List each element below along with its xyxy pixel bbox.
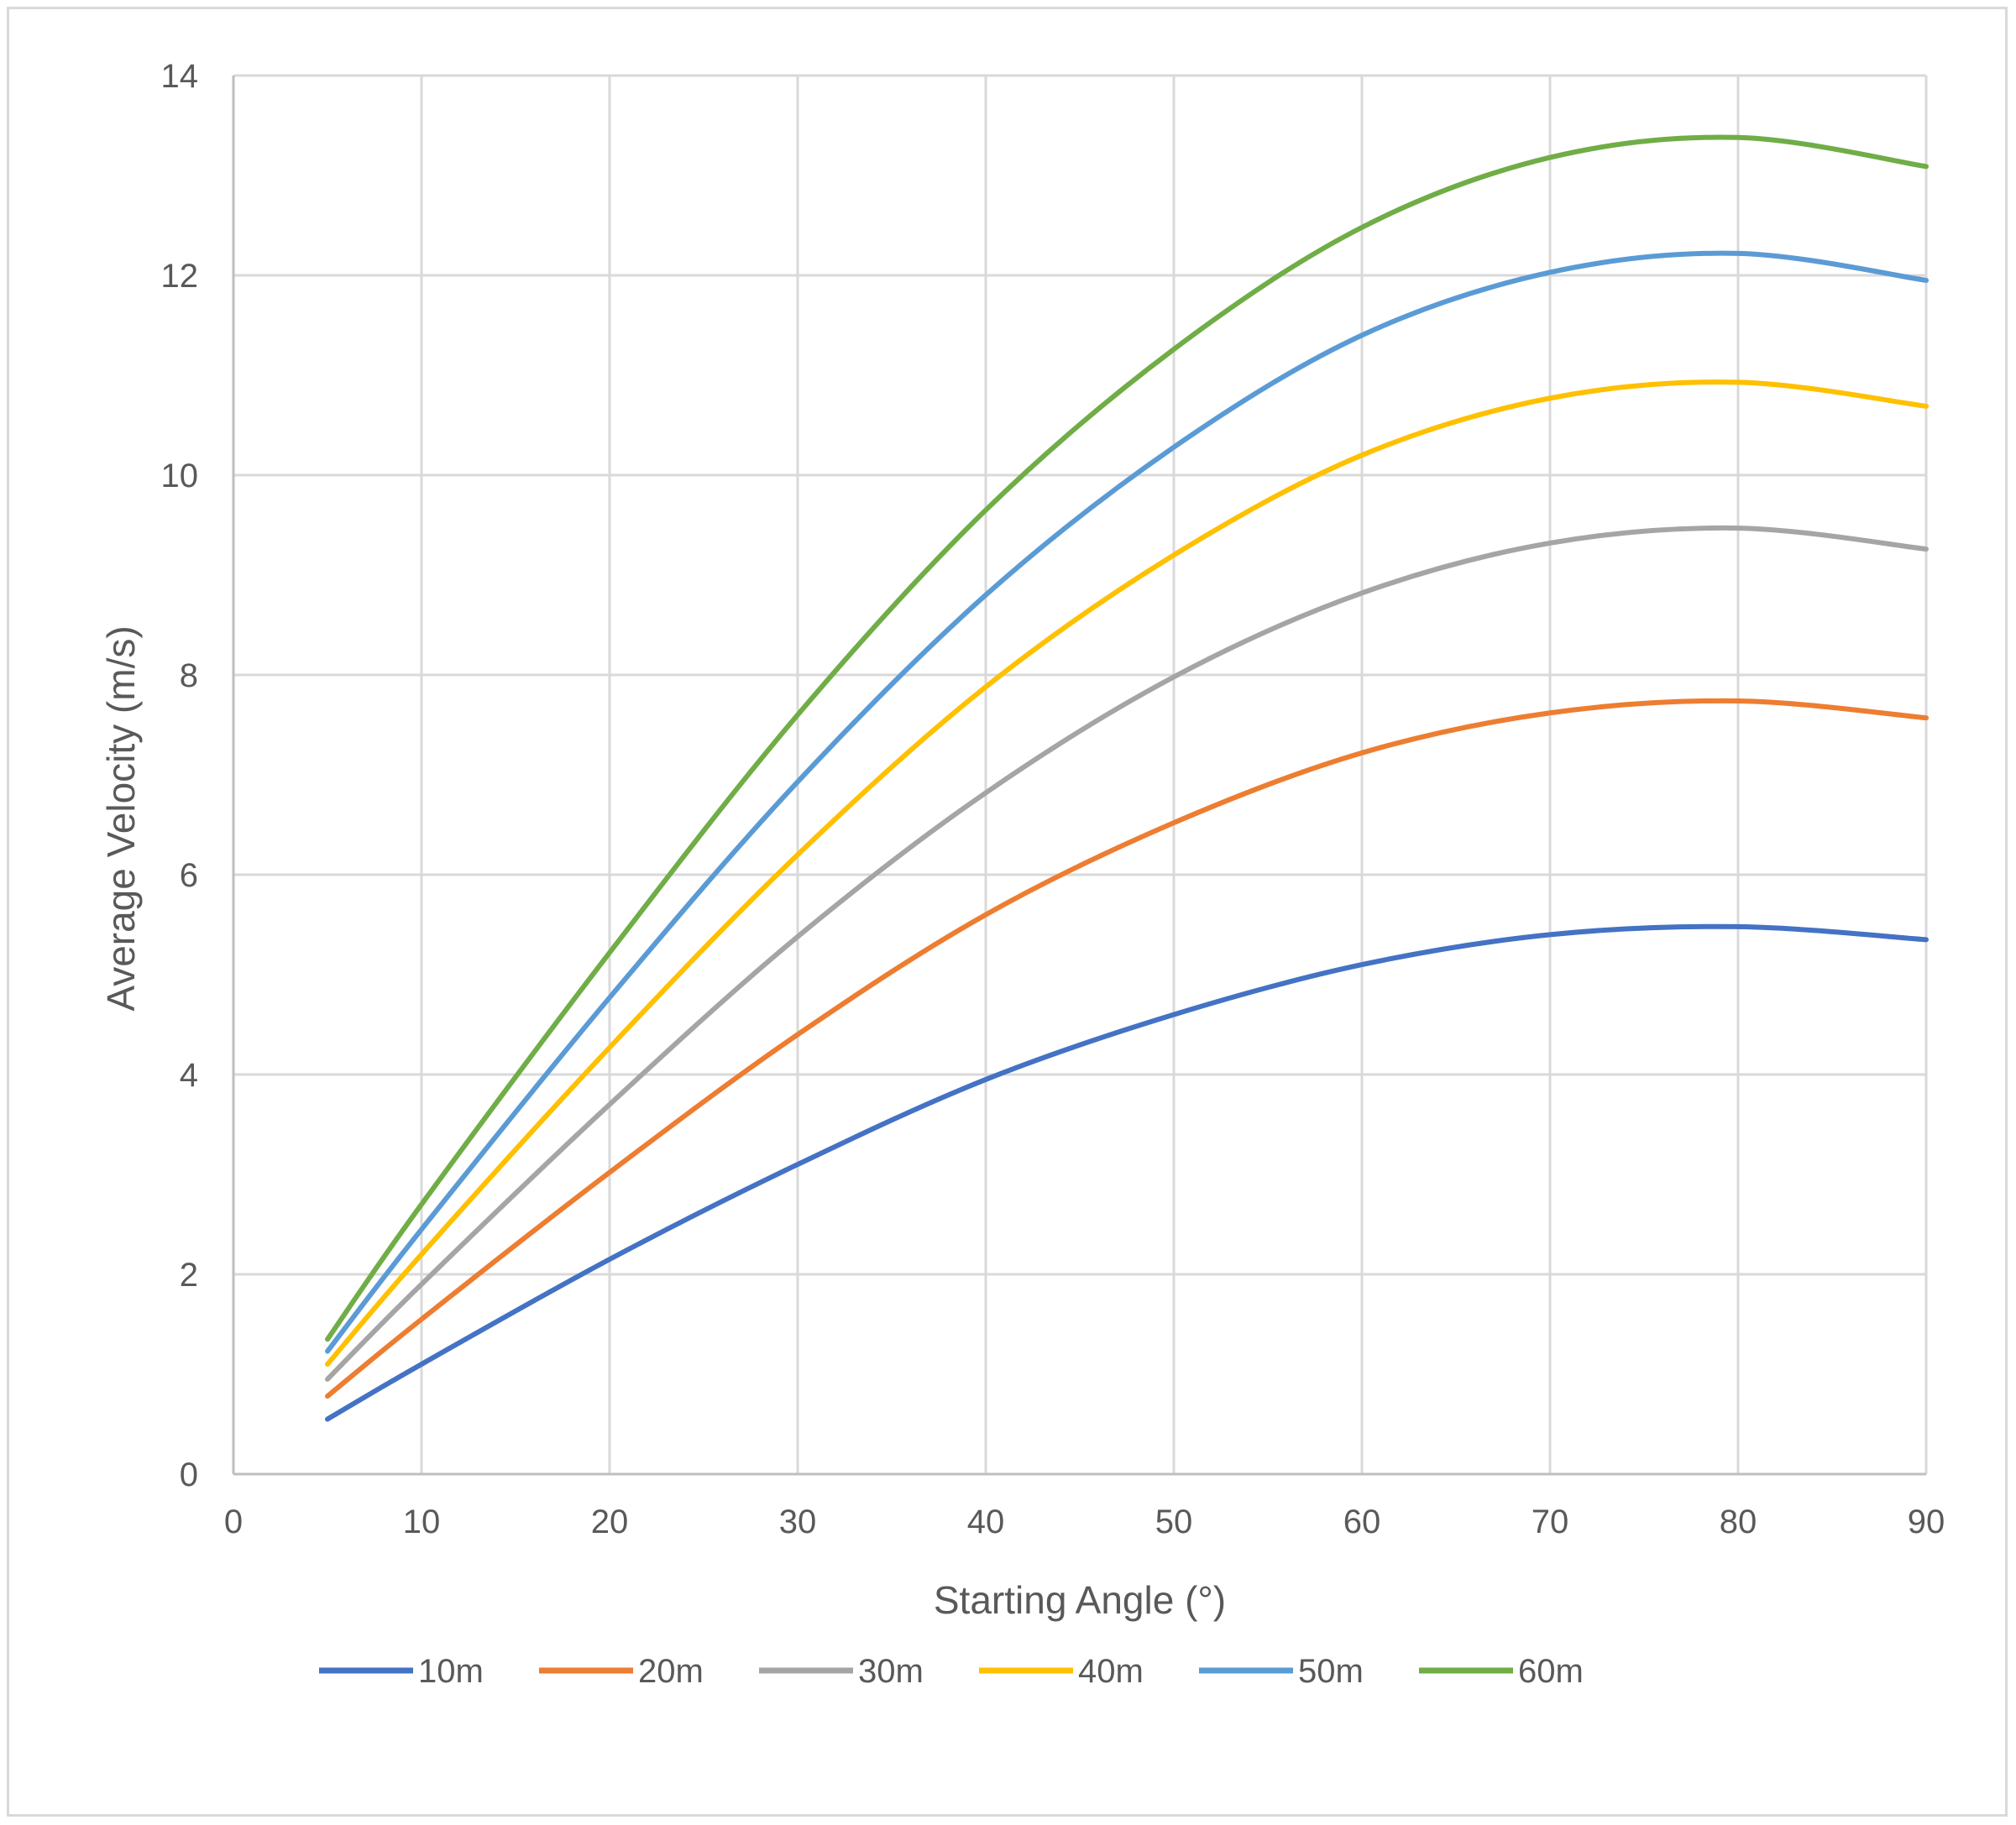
y-axis-title: Average Velocity (m/s) xyxy=(99,625,143,1011)
y-tick-label: 12 xyxy=(161,258,199,295)
y-tick-label: 14 xyxy=(161,58,199,95)
chart-frame xyxy=(7,7,2008,1817)
x-tick-label: 40 xyxy=(967,1503,1005,1540)
series-line-50m xyxy=(325,250,1929,1354)
y-tick-label: 10 xyxy=(161,458,199,494)
x-tick-label: 80 xyxy=(1720,1503,1757,1540)
x-tick-label: 50 xyxy=(1155,1503,1193,1540)
legend-label: 20m xyxy=(638,1653,704,1690)
x-tick-label: 20 xyxy=(591,1503,629,1540)
legend: 10m 20m 30m 40m 50m 60m xyxy=(319,1653,1584,1690)
x-tick-label: 60 xyxy=(1343,1503,1381,1540)
series-line-30m xyxy=(325,525,1929,1382)
x-tick-label: 30 xyxy=(779,1503,817,1540)
series-line-10m xyxy=(325,923,1929,1422)
series-line-60m xyxy=(325,134,1929,1342)
legend-label: 10m xyxy=(418,1653,484,1690)
legend-label: 40m xyxy=(1078,1653,1144,1690)
series-line-20m xyxy=(325,698,1929,1399)
series-line-40m xyxy=(325,379,1929,1367)
axes xyxy=(232,76,1926,1476)
x-tick-label: 10 xyxy=(403,1503,441,1540)
x-tick-label: 70 xyxy=(1532,1503,1569,1540)
tick-labels: 0 2 4 6 8 10 12 14 0 10 20 30 40 50 60 70 80 90 xyxy=(161,58,1945,1540)
x-tick-label: 0 xyxy=(224,1503,243,1540)
legend-label: 50m xyxy=(1298,1653,1364,1690)
legend-label: 30m xyxy=(858,1653,924,1690)
y-tick-label: 0 xyxy=(180,1456,198,1493)
y-tick-label: 4 xyxy=(180,1057,198,1094)
y-tick-label: 2 xyxy=(180,1257,198,1294)
y-tick-label: 6 xyxy=(180,857,198,894)
legend-label: 60m xyxy=(1518,1653,1584,1690)
x-axis-title: Starting Angle (°) xyxy=(934,1578,1226,1622)
x-tick-label: 90 xyxy=(1908,1503,1945,1540)
y-tick-label: 8 xyxy=(180,657,198,694)
series-lines xyxy=(325,134,1929,1422)
